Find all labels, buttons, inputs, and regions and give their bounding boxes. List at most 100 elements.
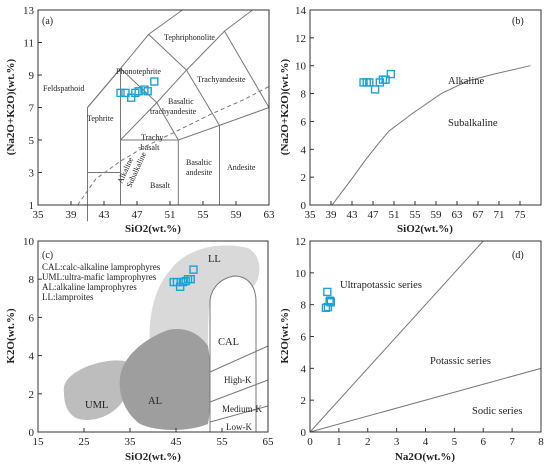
region-ll-label: LL (208, 254, 221, 265)
region-ultrapotassic: Ultrapotassic series (340, 280, 422, 291)
panel-b-xlabel: SiO2(wt.%) (397, 223, 453, 235)
data-point (150, 77, 159, 86)
data-point (189, 265, 198, 274)
y-tick-label: 8 (301, 300, 307, 312)
region-sodic: Sodic series (472, 406, 522, 417)
y-tick-label: 7 (29, 103, 35, 115)
region-cal-shape (209, 275, 257, 433)
field-trachybasalt-2: -basalt (138, 143, 160, 152)
x-tick-label: 2 (365, 436, 371, 448)
y-tick-label: 10 (295, 268, 307, 280)
x-tick-label: 39 (66, 209, 78, 221)
y-tick-label: 0 (29, 427, 35, 439)
y-tick-label: 6 (301, 116, 307, 128)
x-tick-label: 39 (326, 209, 338, 221)
region-high-k-label: High-K (224, 375, 252, 385)
x-tick-label: 35 (33, 209, 45, 221)
tas-boundary-line (120, 9, 253, 205)
y-tick-label: 1 (29, 200, 35, 212)
panel-a-label: (a) (42, 16, 53, 27)
y-tick-label: 11 (23, 38, 34, 50)
y-tick-label: 9 (29, 70, 35, 82)
x-tick-label: 35 (305, 209, 317, 221)
panel-a-ylabel: (Na2O+K2O)(wt.%) (5, 58, 17, 155)
region-uml-label: UML (85, 400, 108, 411)
field-basalt: Basalt (150, 181, 171, 190)
alkaline-subalkaline-boundary (331, 65, 531, 206)
x-tick-label: 35 (125, 436, 137, 448)
panel-b-frame (309, 9, 542, 206)
region-cal-label: CAL (218, 337, 239, 348)
tas-boundary-line (120, 68, 158, 103)
field-feldspathoid: Feldspathoid (43, 84, 84, 93)
region-alkaline-b: Alkaline (448, 76, 484, 87)
field-tephrite: Tephrite (87, 114, 114, 123)
panel-d-xlabel: Na2O(wt.%) (395, 451, 456, 463)
data-point (121, 88, 130, 98)
panel-b-ylabel: (Na2O+K2O)(wt.%) (279, 58, 291, 155)
legend-ll: LL:lamproites (42, 292, 94, 302)
series-divider-line (309, 240, 484, 433)
x-tick-label: 55 (217, 436, 229, 448)
x-tick-label: 43 (99, 209, 111, 221)
field-trachyandesite: Trachyandesite (197, 75, 246, 84)
x-tick-label: 63 (264, 209, 276, 221)
panel-b-label: (b) (512, 16, 524, 27)
data-point (370, 85, 380, 94)
y-tick-label: 0 (301, 427, 307, 439)
tas-boundary-line (120, 107, 270, 141)
x-tick-label: 71 (494, 209, 505, 221)
y-tick-label: 5 (29, 135, 35, 147)
tas-boundary-line (148, 34, 187, 71)
series-divider-line (309, 367, 542, 433)
region-uml-shape (63, 360, 136, 420)
y-tick-label: 2 (301, 172, 307, 184)
y-tick-label: 4 (301, 363, 307, 375)
panel-b: (b) Alkaline Subalkaline 35 39 43 47 51 55 59 6… (279, 5, 542, 235)
field-basaltic-trachyandesite-2: trachyandesite (150, 107, 197, 116)
x-tick-label: 8 (538, 436, 544, 448)
legend-cal: CAL:calc-alkaline lamprophyres (42, 262, 161, 272)
x-tick-label: 67 (473, 209, 485, 221)
x-tick-label: 7 (509, 436, 515, 448)
x-tick-label: 25 (79, 436, 91, 448)
panel-c-ticks: 15 25 35 45 55 65 0 2 4 6 8 10 (23, 236, 274, 448)
y-tick-label: 12 (295, 236, 306, 248)
field-basaltic-trachyandesite-1: Basaltic (168, 97, 194, 106)
x-tick-label: 3 (394, 436, 400, 448)
x-tick-label: 55 (410, 209, 422, 221)
panel-a-xlabel: SiO2(wt.%) (125, 223, 181, 235)
tas-boundary-line (156, 102, 179, 141)
field-trachybasalt-1: Trachy (141, 133, 163, 142)
panel-d-ylabel: K2O(wt.%) (279, 308, 291, 364)
x-tick-label: 4 (423, 436, 429, 448)
y-tick-label: 4 (29, 351, 35, 363)
y-tick-label: 0 (301, 200, 307, 212)
x-tick-label: 51 (165, 209, 176, 221)
data-point (323, 287, 332, 297)
legend-al: AL:alkaline lamprophyres (42, 282, 137, 292)
field-tephriphonolite: Tephriphonolite (164, 33, 215, 42)
region-subalkaline-b: Subalkaline (448, 118, 498, 129)
x-tick-label: 59 (431, 209, 443, 221)
tas-boundary-line (186, 69, 220, 126)
tas-boundary-line (224, 30, 270, 108)
data-point (143, 87, 152, 96)
x-tick-label: 0 (307, 436, 313, 448)
panel-b-ticks: 35 39 43 47 51 55 59 63 67 71 75 0 2 4 6 8 10 12 14 (295, 5, 526, 221)
x-tick-label: 6 (481, 436, 487, 448)
data-point (365, 78, 374, 87)
legend-uml: UML:ultra-mafic lamprophyres (42, 272, 157, 282)
y-tick-label: 2 (29, 389, 35, 401)
y-tick-label: 8 (301, 89, 307, 101)
x-tick-label: 51 (389, 209, 400, 221)
x-tick-label: 15 (33, 436, 45, 448)
x-tick-label: 55 (198, 209, 210, 221)
y-tick-label: 12 (295, 33, 306, 45)
x-tick-label: 65 (263, 436, 275, 448)
region-low-k-label: Low-K (226, 422, 252, 432)
field-basaltic-andesite-1: Basaltic (186, 158, 212, 167)
region-al-label: AL (148, 396, 162, 407)
